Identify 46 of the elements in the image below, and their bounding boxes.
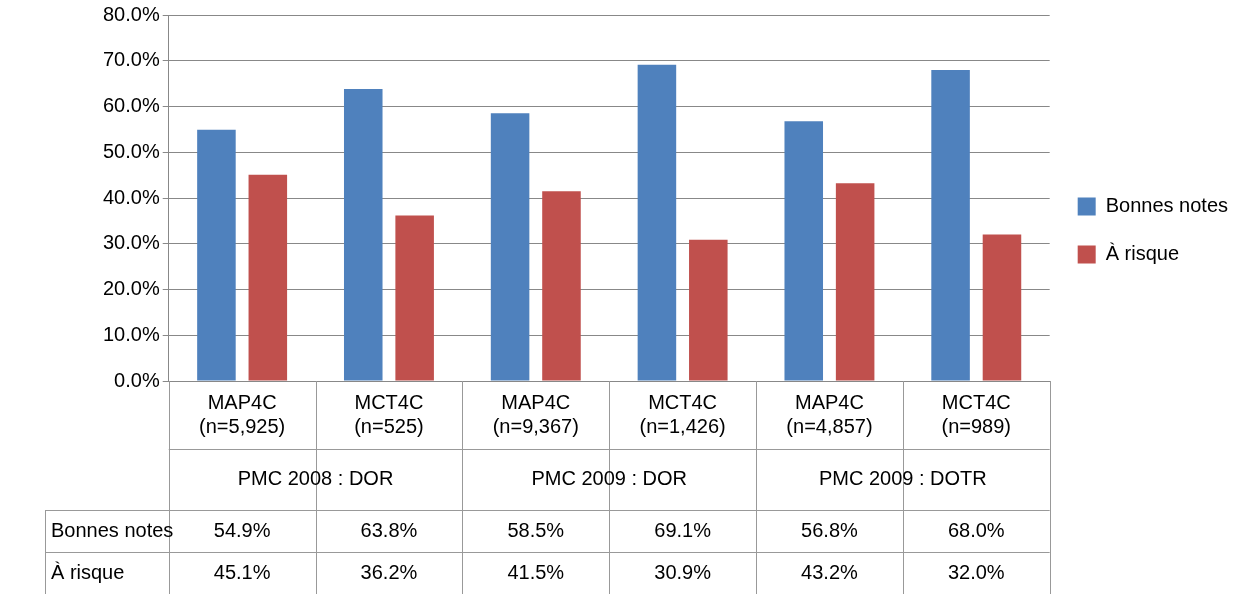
data-label: 41.5% (507, 560, 565, 583)
text: PMC 2009 : DOR (531, 467, 687, 490)
data-label: 58.5% (507, 518, 565, 541)
x-tick-label: MCT4C (n=989) (941, 390, 1012, 437)
legend-label: Bonnes notes (1105, 194, 1229, 217)
y-tick-label: 50.0% (102, 139, 160, 162)
data-label: 63.8% (360, 518, 418, 541)
data-label: 69.1% (654, 518, 712, 541)
bar (542, 191, 581, 381)
bar (197, 129, 236, 381)
bar (395, 215, 434, 381)
data-label: 32.0% (947, 560, 1005, 583)
x-tick-label: MAP4C (n=9,367) (492, 390, 579, 437)
data-label: 56.8% (801, 518, 859, 541)
y-tick-label: 60.0% (102, 94, 160, 117)
data-label: 54.9% (213, 518, 271, 541)
bar (784, 121, 824, 381)
data-label: 36.2% (360, 560, 418, 583)
x-tick-label: MCT4C (n=1,426) (639, 390, 726, 437)
bar (689, 239, 728, 381)
y-tick-label: 20.0% (102, 277, 160, 300)
bar (835, 183, 875, 381)
text: PMC 2008 : DOR (237, 467, 394, 490)
bar (637, 64, 677, 381)
bar (931, 69, 970, 381)
data-label: 30.9% (654, 560, 712, 583)
text: À risque (51, 560, 125, 583)
bar (982, 234, 1022, 381)
data-label: 45.1% (213, 560, 271, 583)
text: Bonnes notes (51, 518, 174, 541)
x-tick-label: MAP4C (n=4,857) (786, 390, 873, 437)
y-tick-label: 80.0% (102, 2, 160, 25)
bar (343, 89, 383, 381)
x-tick-label: MCT4C (n=525) (354, 390, 424, 437)
data-label: 43.2% (801, 560, 859, 583)
legend-label: À risque (1105, 242, 1180, 265)
x-tick-label: MAP4C (n=5,925) (199, 390, 286, 437)
y-tick-label: 10.0% (102, 322, 160, 345)
y-tick-label: 0.0% (114, 368, 160, 391)
y-tick-label: 70.0% (102, 48, 160, 71)
bar (248, 174, 288, 381)
data-label: 68.0% (947, 518, 1005, 541)
bar (490, 113, 530, 381)
text: PMC 2009 : DOTR (818, 467, 987, 490)
y-tick-label: 40.0% (102, 185, 160, 208)
y-tick-label: 30.0% (102, 231, 160, 254)
